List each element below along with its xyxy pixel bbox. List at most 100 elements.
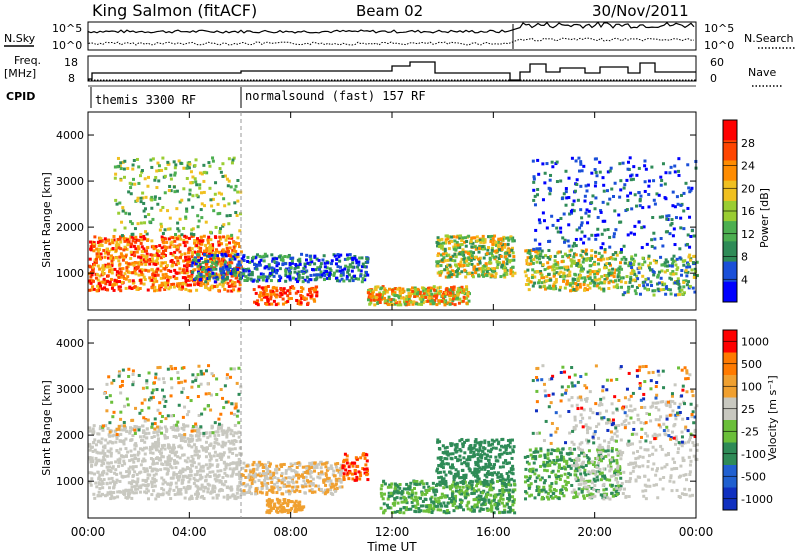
heatmap-cell: [143, 490, 147, 494]
heatmap-cell: [357, 268, 361, 272]
heatmap-cell: [464, 244, 468, 248]
heatmap-cell: [168, 227, 172, 231]
heatmap-cell: [147, 269, 151, 273]
heatmap-cell: [196, 264, 200, 268]
heatmap-cell: [303, 482, 307, 486]
heatmap-cell: [671, 190, 675, 194]
heatmap-cell: [169, 476, 173, 480]
heatmap-cell: [113, 176, 117, 180]
heatmap-cell: [618, 195, 622, 199]
heatmap-cell: [557, 272, 561, 276]
heatmap-cell: [529, 262, 533, 266]
heatmap-cell: [511, 258, 515, 262]
heatmap-cell: [202, 489, 206, 493]
heatmap-cell: [198, 171, 202, 175]
heatmap-cell: [205, 272, 209, 276]
heatmap-cell: [549, 278, 553, 282]
heatmap-cell: [526, 251, 530, 255]
heatmap-cell: [164, 272, 168, 276]
heatmap-cell: [191, 380, 195, 384]
heatmap-cell: [491, 242, 495, 246]
heatmap-cell: [153, 285, 157, 289]
heatmap-cell: [204, 475, 208, 479]
heatmap-cell: [112, 283, 116, 287]
heatmap-cell: [351, 279, 355, 283]
heatmap-cell: [257, 263, 261, 267]
heatmap-cell: [464, 236, 468, 240]
heatmap-cell: [583, 276, 587, 280]
heatmap-cell: [184, 215, 188, 219]
heatmap-cell: [127, 190, 131, 194]
heatmap-cell: [477, 267, 481, 271]
heatmap-cell: [290, 261, 294, 265]
heatmap-cell: [141, 424, 145, 428]
heatmap-cell: [453, 252, 457, 256]
heatmap-cell: [458, 245, 462, 249]
heatmap-cell: [196, 469, 200, 473]
heatmap-cell: [309, 469, 313, 473]
heatmap-cell: [341, 466, 345, 470]
heatmap-cell: [143, 177, 147, 181]
heatmap-cell: [287, 510, 291, 514]
heatmap-cell: [186, 283, 190, 287]
heatmap-cell: [238, 474, 242, 478]
heatmap-cell: [131, 279, 135, 283]
heatmap-cell: [351, 265, 355, 269]
heatmap-cell: [164, 427, 168, 431]
heatmap-cell: [262, 275, 266, 279]
heatmap-cell: [511, 508, 515, 512]
heatmap-cell: [293, 267, 297, 271]
heatmap-cell: [181, 282, 185, 286]
heatmap-cell: [663, 261, 667, 265]
heatmap-cell: [265, 486, 269, 490]
heatmap-cell: [107, 375, 111, 379]
heatmap-cell: [487, 246, 491, 250]
heatmap-cell: [490, 234, 494, 238]
heatmap-cell: [133, 227, 137, 231]
heatmap-cell: [222, 461, 226, 465]
heatmap-cell: [457, 301, 461, 305]
heatmap-cell: [586, 275, 590, 279]
heatmap-cell: [467, 234, 471, 238]
heatmap-cell: [161, 462, 165, 466]
heatmap-cell: [359, 269, 363, 273]
heatmap-cell: [221, 248, 225, 252]
heatmap-cell: [609, 273, 613, 277]
heatmap-cell: [108, 265, 112, 269]
heatmap-cell: [587, 277, 591, 281]
heatmap-cell: [228, 246, 232, 250]
heatmap-cell: [651, 216, 655, 220]
heatmap-cell: [258, 472, 262, 476]
heatmap-cell: [188, 485, 192, 489]
heatmap-cell: [136, 426, 140, 430]
heatmap-cell: [211, 156, 215, 160]
heatmap-cell: [190, 264, 194, 268]
heatmap-cell: [237, 457, 241, 461]
heatmap-cell: [529, 259, 533, 263]
heatmap-cell: [528, 256, 532, 260]
heatmap-cell: [157, 428, 161, 432]
heatmap-cell: [268, 503, 272, 507]
heatmap-cell: [194, 180, 198, 184]
heatmap-cell: [212, 444, 216, 448]
heatmap-cell: [633, 278, 637, 282]
heatmap-cell: [132, 237, 136, 241]
heatmap-cell: [551, 265, 555, 269]
heatmap-cell: [188, 440, 192, 444]
heatmap-cell: [235, 461, 239, 465]
heatmap-cell: [338, 473, 342, 477]
heatmap-cell: [394, 287, 398, 291]
heatmap-cell: [328, 267, 332, 271]
heatmap-cell: [113, 278, 117, 282]
heatmap-cell: [207, 483, 211, 487]
heatmap-cell: [427, 291, 431, 295]
heatmap-cell: [309, 294, 313, 298]
heatmap-cell: [401, 287, 405, 291]
heatmap-cell: [310, 490, 314, 494]
heatmap-cell: [202, 274, 206, 278]
heatmap-cell: [157, 437, 161, 441]
heatmap-cell: [628, 280, 632, 284]
heatmap-cell: [88, 426, 92, 430]
heatmap-cell: [132, 460, 136, 464]
heatmap-cell: [559, 226, 563, 230]
